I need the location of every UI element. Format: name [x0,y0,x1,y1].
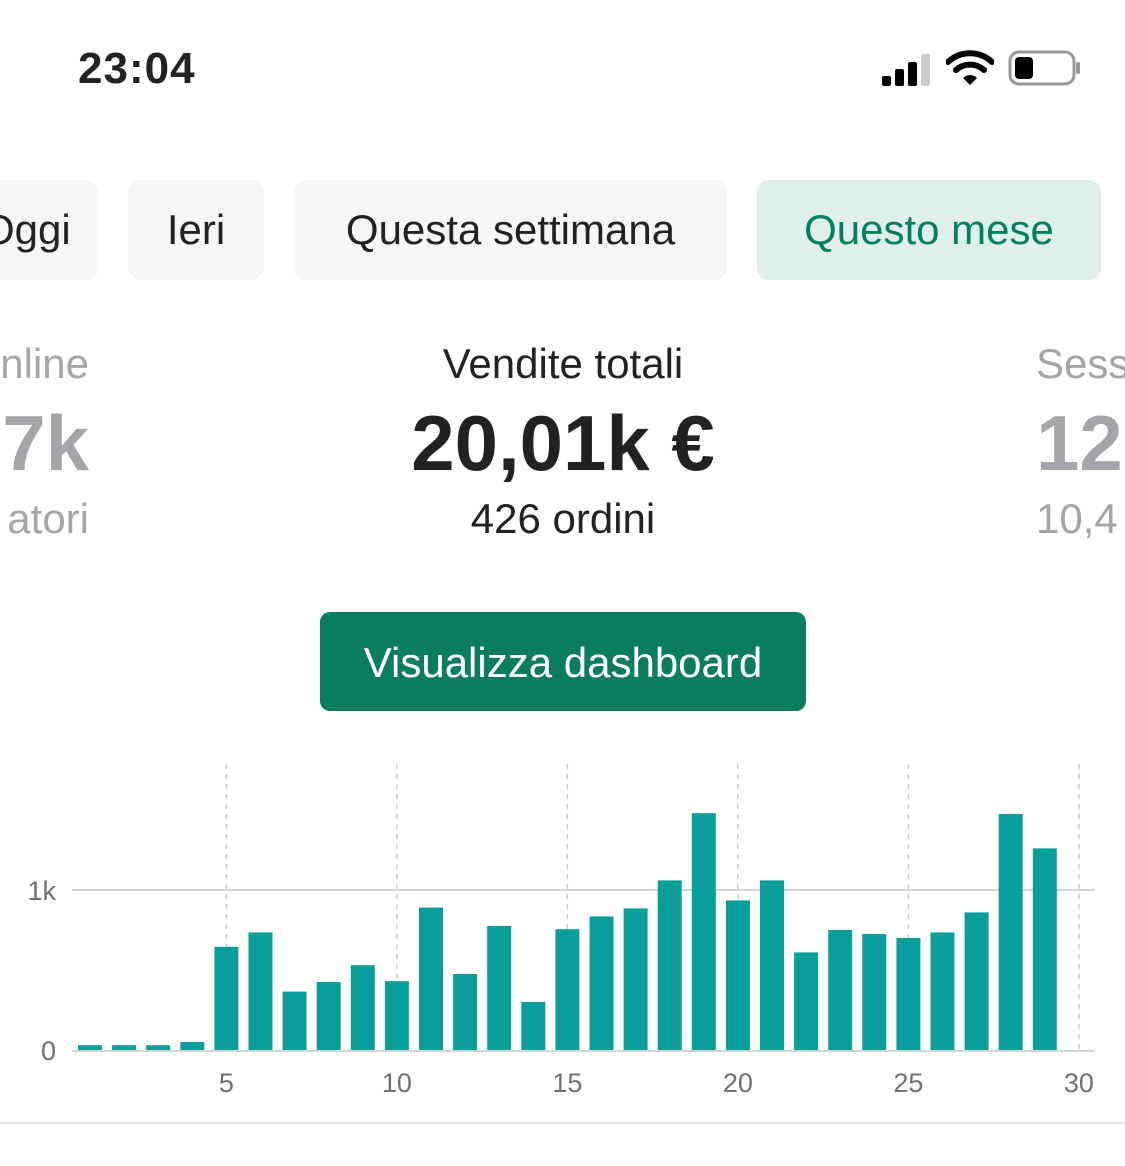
bar-day-1 [78,1045,102,1050]
metric-sub: 10,4 [1036,495,1118,542]
y-tick-label: 0 [41,1036,56,1066]
x-tick-label: 10 [382,1068,412,1098]
view-dashboard-button[interactable]: Visualizza dashboard [320,612,806,711]
bar-day-17 [623,908,648,1050]
metric-label: Sess [1036,340,1125,387]
clock: 23:04 [78,44,196,93]
status-bar: 23:04 [0,0,1125,130]
bar-day-26 [930,932,955,1050]
x-tick-label: 20 [723,1068,753,1098]
bar-day-18 [657,880,682,1050]
metric-sub: atori [7,495,89,542]
bar-day-5 [214,946,239,1050]
metric-online[interactable]: nline 7k atori [0,340,89,543]
tab-today[interactable]: Oggi [0,180,98,280]
tab-today-label: Oggi [0,206,71,253]
bar-day-13 [487,926,512,1050]
sales-bar-chart: 5 10 15 20 25 30 0 1k [27,764,1095,1098]
battery-icon [1008,50,1080,86]
bar-day-27 [964,912,989,1050]
bar-day-15 [555,929,580,1050]
x-tick-label: 30 [1064,1068,1094,1098]
bar-day-23 [828,930,853,1050]
bar-day-22 [794,952,819,1050]
metric-sub: 426 ordini [470,495,656,542]
tab-this-week[interactable]: Questa settimana [294,180,727,280]
bar-day-2 [112,1045,137,1050]
cellular-signal-icon [882,54,930,86]
metric-value: 7k [2,399,89,487]
bar-day-21 [760,880,784,1050]
y-tick-label: 1k [27,876,56,906]
bar-day-16 [589,916,614,1050]
tab-yesterday[interactable]: Ieri [128,180,264,280]
bar-day-6 [248,932,273,1050]
x-tick-label: 15 [552,1068,582,1098]
bar-day-11 [419,907,443,1050]
metric-value: 12 [1036,399,1123,487]
divider [0,1122,1125,1124]
x-tick-label: 25 [893,1068,923,1098]
bar-day-3 [146,1045,171,1050]
bar-day-14 [521,1002,546,1050]
bar-day-19 [691,813,716,1050]
bar-day-25 [896,938,921,1050]
bar-day-29 [1032,848,1057,1050]
bar-day-24 [862,934,887,1050]
bar-day-4 [180,1042,205,1050]
tab-this-month[interactable]: Questo mese [757,180,1101,280]
x-tick-label: 5 [219,1068,234,1098]
bar-day-20 [725,900,750,1050]
bar-day-9 [350,965,375,1050]
wifi-icon [946,50,994,85]
metric-label: nline [0,340,89,387]
bar-day-10 [384,981,409,1050]
bar-day-7 [282,991,307,1050]
metric-total-sales[interactable]: Vendite totali 20,01k € 426 ordini [363,340,763,543]
metric-sessions[interactable]: Sess 12 10,4 [1036,340,1125,543]
metric-label: Vendite totali [442,340,684,387]
bar-day-28 [998,814,1023,1050]
bar-day-8 [316,982,341,1050]
metric-value: 20,01k € [411,399,715,487]
bar-day-12 [453,974,478,1050]
